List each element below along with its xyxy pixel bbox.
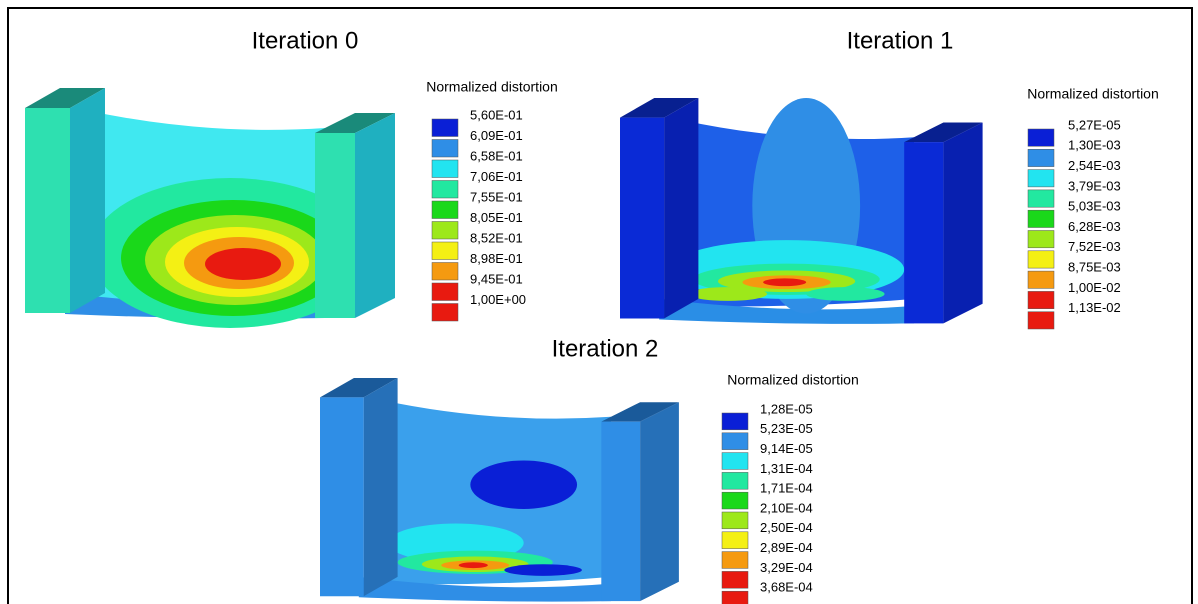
- right-pillar-side: [640, 402, 679, 601]
- panel-title: Iteration 1: [847, 27, 954, 54]
- legend-swatch: [432, 263, 458, 281]
- legend-label: 6,09E-01: [470, 128, 523, 143]
- legend-label: 8,75E-03: [1068, 260, 1121, 275]
- legend-swatch: [1028, 251, 1054, 268]
- legend-swatch: [432, 140, 458, 158]
- panel-title: Iteration 2: [552, 335, 659, 362]
- legend-swatch: [722, 512, 748, 529]
- legend-swatch: [432, 222, 458, 240]
- legend-label: 3,68E-04: [760, 580, 813, 595]
- legend-swatch: [722, 433, 748, 450]
- legend-label: 5,27E-05: [1068, 117, 1121, 132]
- left-pillar-side: [70, 88, 105, 313]
- contour: [470, 460, 577, 509]
- legend-swatch: [722, 453, 748, 470]
- legend-label: 9,45E-01: [470, 271, 523, 286]
- legend-label: 6,28E-03: [1068, 219, 1121, 234]
- contour: [806, 287, 884, 301]
- right-pillar-front: [904, 142, 943, 323]
- legend-title: Normalized distortion: [1027, 86, 1159, 102]
- legend-swatch: [722, 591, 748, 604]
- legend-label: 7,52E-03: [1068, 239, 1121, 254]
- legend-title: Normalized distortion: [426, 79, 558, 95]
- legend-label: 7,06E-01: [470, 169, 523, 184]
- legend-label: 1,00E-02: [1068, 280, 1121, 295]
- legend-swatch: [432, 304, 458, 322]
- legend-swatch: [432, 201, 458, 219]
- legend-swatch: [722, 492, 748, 509]
- left-pillar-front: [320, 397, 364, 596]
- legend-label: 3,79E-03: [1068, 178, 1121, 193]
- legend-swatch: [722, 413, 748, 430]
- legend-swatch: [722, 472, 748, 489]
- legend-swatch: [1028, 291, 1054, 308]
- legend-swatch: [722, 552, 748, 569]
- legend-swatch: [432, 181, 458, 199]
- left-pillar-front: [620, 118, 664, 319]
- right-pillar-front: [315, 133, 355, 318]
- contour: [504, 564, 582, 576]
- legend-label: 1,71E-04: [760, 481, 813, 496]
- legend-label: 2,50E-04: [760, 520, 813, 535]
- legend-label: 2,10E-04: [760, 500, 813, 515]
- left-pillar-front: [25, 108, 70, 313]
- legend-swatch: [432, 119, 458, 137]
- legend-label: 9,14E-05: [760, 441, 813, 456]
- legend-label: 1,00E+00: [470, 292, 526, 307]
- legend-label: 2,89E-04: [760, 540, 813, 555]
- legend-label: 2,54E-03: [1068, 158, 1121, 173]
- legend-swatch: [432, 242, 458, 260]
- legend-label: 5,03E-03: [1068, 199, 1121, 214]
- right-pillar-side: [355, 113, 395, 318]
- right-pillar-front: [601, 422, 640, 601]
- right-pillar-side: [943, 123, 982, 324]
- legend-swatch: [432, 283, 458, 301]
- contour: [459, 562, 488, 568]
- legend-label: 5,60E-01: [470, 107, 523, 122]
- render: [620, 98, 983, 324]
- contour: [205, 248, 281, 280]
- legend-label: 7,55E-01: [470, 189, 523, 204]
- legend-label: 1,31E-04: [760, 461, 813, 476]
- legend-swatch: [1028, 312, 1054, 329]
- legend-label: 8,05E-01: [470, 210, 523, 225]
- panel-title: Iteration 0: [252, 27, 359, 54]
- left-pillar-side: [364, 378, 398, 596]
- contour: [763, 278, 806, 286]
- figure: Iteration 0 Normalized distortion 5,60E-01…: [0, 0, 1198, 604]
- contour: [689, 287, 767, 301]
- legend-label: 1,30E-03: [1068, 138, 1121, 153]
- legend-swatch: [1028, 271, 1054, 288]
- legend-label: 3,29E-04: [760, 560, 813, 575]
- legend-swatch: [1028, 149, 1054, 166]
- legend-label: 8,52E-01: [470, 230, 523, 245]
- legend-swatch: [1028, 170, 1054, 187]
- legend-swatch: [1028, 210, 1054, 227]
- legend-label: 6,58E-01: [470, 148, 523, 163]
- legend-label: 1,13E-02: [1068, 300, 1121, 315]
- legend-swatch: [722, 532, 748, 549]
- legend-label: 8,98E-01: [470, 251, 523, 266]
- legend-swatch: [432, 160, 458, 178]
- legend-swatch: [722, 571, 748, 588]
- legend-swatch: [1028, 190, 1054, 207]
- legend-label: 5,23E-05: [760, 421, 813, 436]
- legend-title: Normalized distortion: [727, 372, 859, 388]
- left-pillar-side: [664, 98, 698, 319]
- legend-label: 1,28E-05: [760, 401, 813, 416]
- legend-swatch: [1028, 231, 1054, 248]
- legend-swatch: [1028, 129, 1054, 146]
